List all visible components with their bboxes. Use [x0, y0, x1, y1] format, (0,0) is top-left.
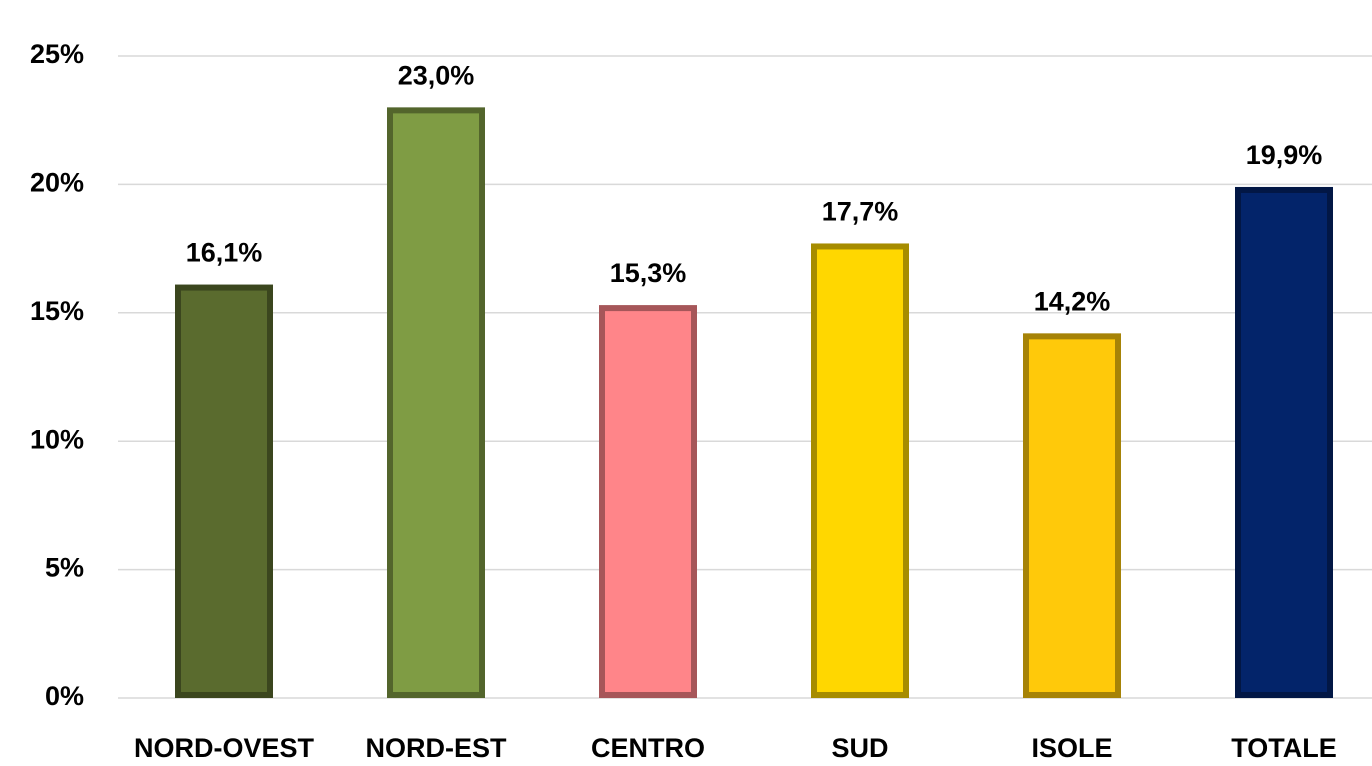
y-tick-label: 0% [45, 681, 84, 711]
y-tick-label: 5% [45, 553, 84, 583]
bar [387, 107, 485, 699]
x-tick-label: ISOLE [1031, 733, 1112, 763]
y-tick-label: 15% [30, 296, 84, 326]
bar [811, 243, 909, 699]
x-tick-label: TOTALE [1231, 733, 1337, 763]
x-tick-label: SUD [831, 733, 888, 763]
x-tick-label: NORD-OVEST [134, 733, 315, 763]
y-tick-label: 25% [30, 39, 84, 69]
value-label: 16,1% [186, 238, 263, 268]
x-tick-label: CENTRO [591, 733, 705, 763]
value-label: 19,9% [1246, 140, 1323, 170]
x-tick-label: NORD-EST [366, 733, 508, 763]
bar [1023, 333, 1121, 698]
value-label: 15,3% [610, 258, 687, 288]
value-label: 23,0% [398, 60, 475, 90]
bar [175, 284, 273, 698]
y-tick-label: 20% [30, 168, 84, 198]
value-label: 17,7% [822, 197, 899, 227]
value-label: 14,2% [1034, 286, 1111, 316]
y-tick-label: 10% [30, 424, 84, 454]
bar [1235, 186, 1333, 699]
bar [599, 305, 697, 698]
